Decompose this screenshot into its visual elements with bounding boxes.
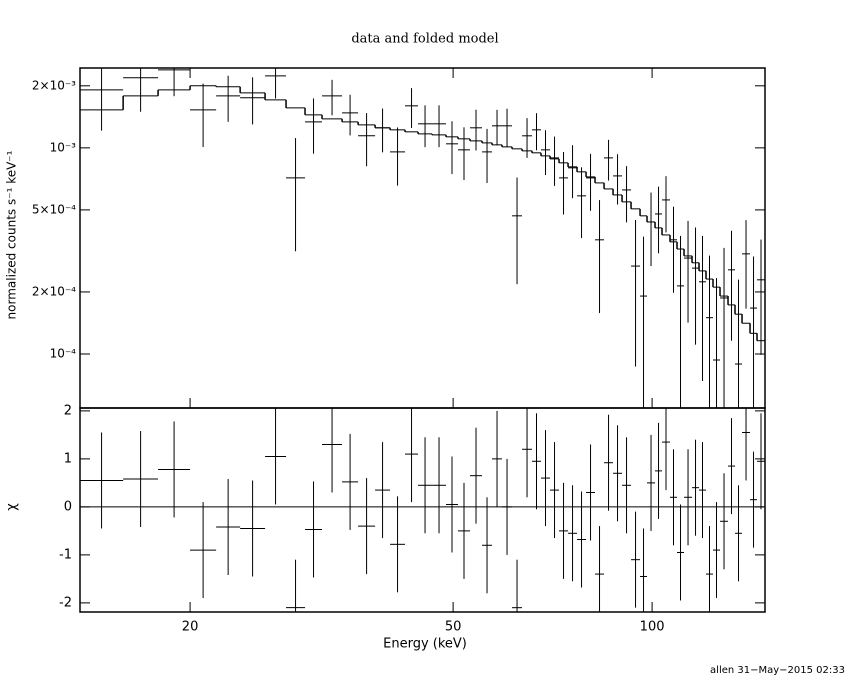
y-tick-label: 10⁻³: [50, 140, 77, 154]
model-connector: [122, 85, 758, 341]
y-tick-label: 2×10⁻⁴: [32, 284, 76, 298]
y-tick-label: -1: [59, 547, 72, 562]
x-tick-label: 20: [182, 620, 199, 635]
y-tick-label: 10⁻⁴: [50, 346, 77, 360]
upper-plot: [80, 68, 765, 408]
y-tick-label: 2: [64, 403, 72, 418]
y-axis-label: normalized counts s⁻¹ keV⁻¹: [5, 150, 19, 319]
axes: 20 50 100 10⁻⁴ 2×10⁻⁴ 5×10⁻⁴ 10⁻³ 2×10⁻³ -2 -1 0 1 2: [32, 67, 766, 635]
y-tick-label: 2×10⁻³: [32, 78, 76, 92]
residual-axis-label: χ: [5, 503, 20, 511]
x-tick-label: 50: [445, 620, 462, 635]
y-tick-label: 1: [64, 451, 72, 466]
x-tick-label: 100: [640, 620, 665, 635]
y-tick-label: 5×10⁻⁴: [32, 202, 76, 216]
y-tick-label: 0: [64, 499, 72, 514]
lower-frame: [79, 407, 766, 613]
lower-plot: [80, 408, 765, 612]
chart-title: data and folded model: [351, 32, 498, 47]
footer: allen 31−May−2015 02:33: [710, 665, 845, 676]
y-tick-label: -2: [59, 595, 72, 610]
x-axis-label: Energy (keV): [383, 637, 467, 652]
